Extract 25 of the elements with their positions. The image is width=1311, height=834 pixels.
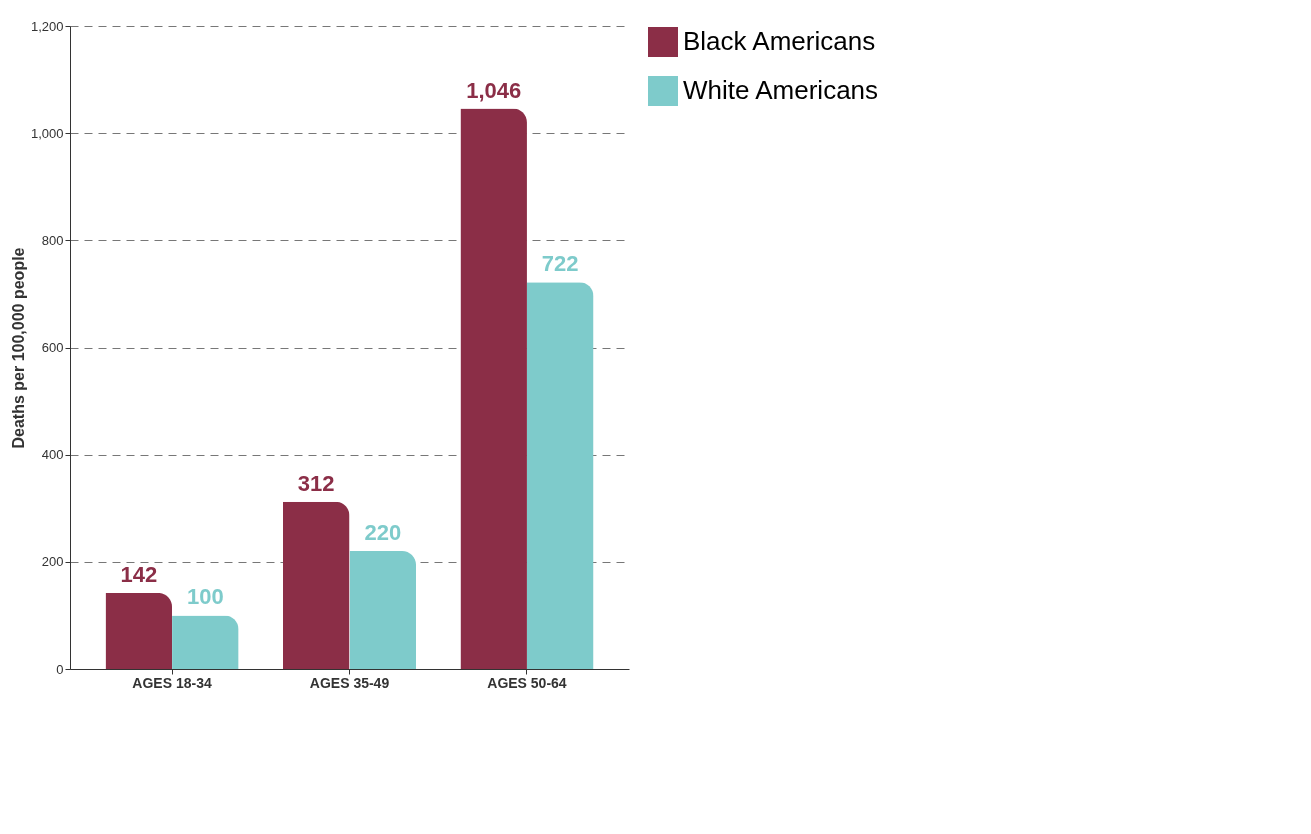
legend-label: Black Americans (683, 26, 876, 56)
y-axis-title: Deaths per 100,000 people (9, 247, 27, 449)
x-tick-label: AGES 50-64 (487, 674, 567, 691)
x-tick-label: AGES 35-49 (309, 674, 390, 691)
y-tick-label: 1,000 (30, 125, 64, 141)
bar (349, 551, 417, 669)
y-tick-label: 200 (41, 554, 64, 570)
data-label: 220 (364, 520, 402, 546)
y-tick-label: 800 (41, 232, 64, 248)
bar (526, 282, 594, 669)
x-tick-label: AGES 18-34 (132, 674, 212, 691)
bar (172, 615, 239, 669)
data-label: 722 (541, 251, 579, 277)
y-tick-label: 600 (41, 340, 64, 355)
y-tick-label: 1,200 (30, 18, 64, 34)
bar (105, 592, 173, 669)
data-label: 1,046 (466, 77, 522, 103)
bar (460, 108, 527, 669)
legend-label: White Americans (683, 75, 879, 105)
data-label: 100 (186, 584, 224, 610)
data-label: 142 (120, 561, 158, 587)
bar (282, 501, 350, 669)
data-label: 312 (297, 470, 335, 496)
y-tick-label: 400 (41, 447, 64, 463)
y-tick-label: 0 (56, 661, 64, 677)
